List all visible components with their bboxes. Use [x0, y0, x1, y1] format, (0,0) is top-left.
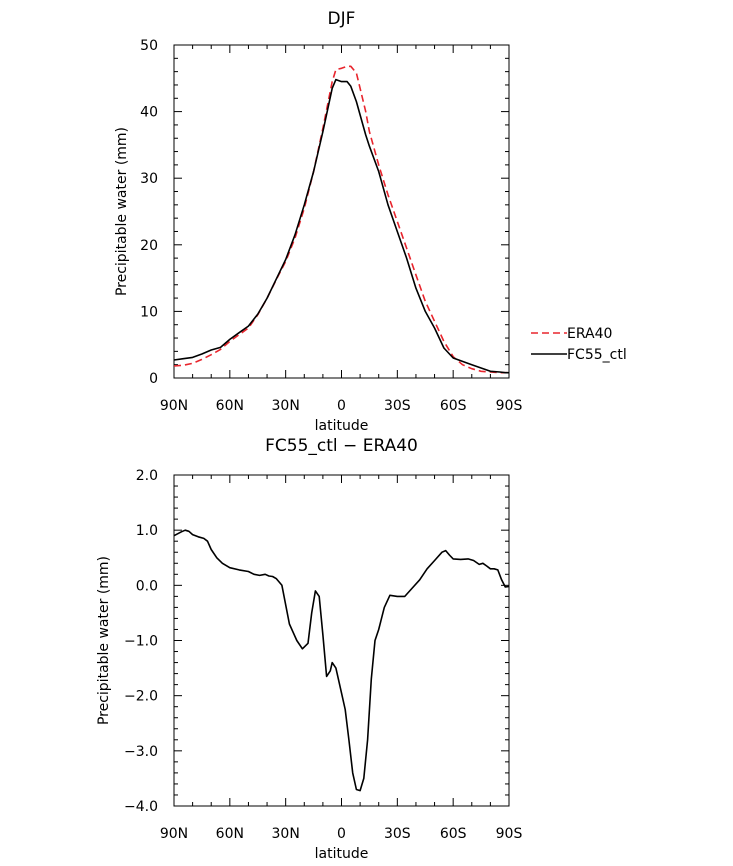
y-tick-label: −1.0	[124, 634, 158, 650]
x-axis-label: latitude	[315, 418, 369, 434]
x-tick-label: 60N	[216, 826, 244, 842]
x-tick-label: 0	[337, 826, 346, 842]
y-tick-label: 20	[140, 238, 158, 254]
y-tick-label: 0	[149, 371, 158, 387]
x-tick-label: 90S	[496, 826, 523, 842]
legend-box	[527, 316, 638, 372]
x-tick-label: 0	[337, 398, 346, 414]
x-tick-label: 60S	[440, 826, 467, 842]
y-tick-label: 0.0	[136, 578, 158, 594]
plot-frame	[173, 474, 510, 807]
x-tick-label: 30S	[384, 398, 411, 414]
series-line-fc55-ctl	[173, 78, 509, 374]
chart-panel-2: FC55_ctl − ERA40 90N 60N 30N 0 30S 60S 90S −4.0 −…	[96, 436, 522, 862]
chart-panel-1: DJF 90N 60N 30N 0 30S 60S 90S 0 10 20 30 40 50 latitud…	[114, 9, 638, 434]
chart-title: FC55_ctl − ERA40	[265, 436, 418, 456]
x-tick-label: 60S	[440, 398, 467, 414]
x-axis-label: latitude	[315, 846, 369, 862]
legend-label: FC55_ctl	[567, 347, 627, 363]
y-tick-label: 50	[140, 38, 158, 54]
y-tick-label: 1.0	[136, 523, 158, 539]
series-line-era40	[173, 65, 509, 374]
x-tick-label: 60N	[216, 398, 244, 414]
chart-title: DJF	[328, 9, 356, 29]
y-tick-label: −3.0	[124, 744, 158, 760]
legend-label: ERA40	[567, 326, 612, 342]
y-tick-label: 10	[140, 304, 158, 320]
series-line-1	[173, 529, 510, 792]
legend: ERA40 FC55_ctl	[527, 316, 638, 372]
x-tick-label: 90N	[160, 398, 188, 414]
y-axis-label: Precipitable water (mm)	[114, 127, 130, 296]
x-tick-label: 90S	[496, 398, 523, 414]
x-tick-label: 30N	[272, 398, 300, 414]
y-tick-label: 30	[140, 171, 158, 187]
plot-frame	[173, 44, 510, 379]
x-tick-label: 90N	[160, 826, 188, 842]
x-tick-label: 30S	[384, 826, 411, 842]
y-tick-label: 40	[140, 105, 158, 121]
x-tick-label: 30N	[272, 826, 300, 842]
y-tick-label: 2.0	[136, 468, 158, 484]
y-tick-label: −4.0	[124, 799, 158, 815]
y-tick-label: −2.0	[124, 689, 158, 705]
y-axis-label: Precipitable water (mm)	[96, 556, 112, 725]
